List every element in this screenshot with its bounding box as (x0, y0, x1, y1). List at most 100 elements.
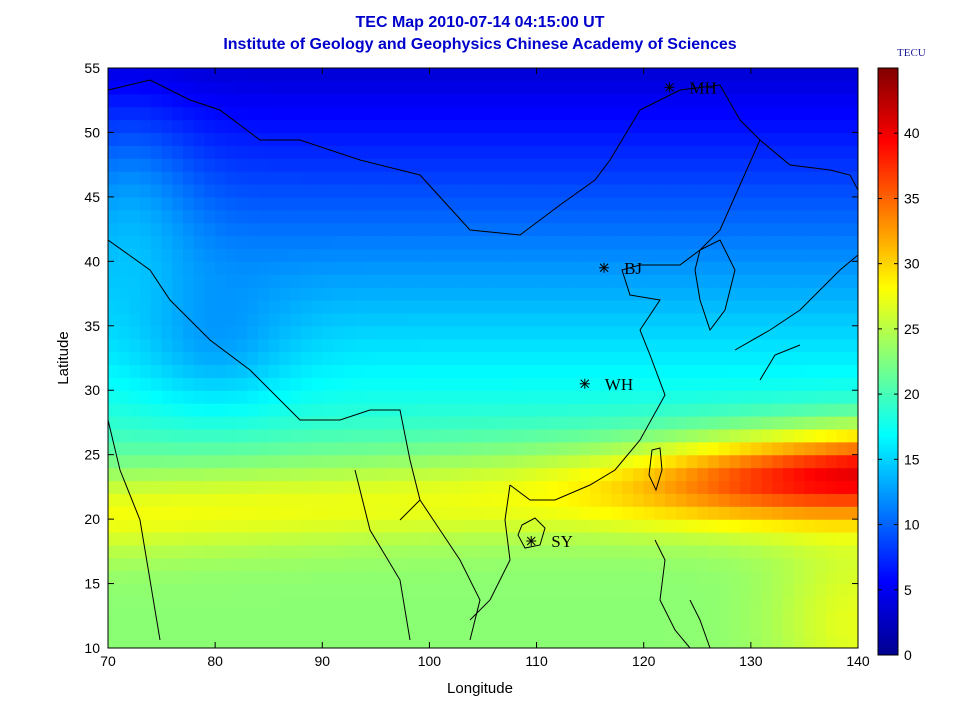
heat-cell (793, 622, 806, 636)
heat-cell (375, 441, 388, 456)
heat-cell (268, 532, 281, 546)
heat-cell (675, 416, 688, 430)
heat-cell (322, 532, 334, 546)
heat-cell (836, 519, 848, 533)
heat-cell (708, 532, 720, 546)
heat-cell (129, 377, 141, 391)
heat-cell (729, 416, 741, 430)
heat-cell (547, 209, 559, 224)
heat-cell (311, 467, 323, 482)
heat-cell (129, 145, 141, 159)
heat-cell (579, 416, 591, 430)
heat-cell (493, 248, 506, 262)
heat-cell (279, 557, 291, 572)
heat-cell (600, 532, 613, 546)
heat-cell (783, 454, 795, 469)
heat-cell (558, 467, 570, 482)
heat-cell (515, 93, 527, 108)
heat-cell (193, 635, 206, 648)
heat-cell (643, 93, 656, 108)
heat-cell (375, 312, 388, 327)
heat-cell (408, 403, 420, 417)
heat-cell (729, 480, 741, 494)
heat-cell (633, 196, 645, 211)
heat-cell (343, 557, 356, 572)
heat-cell (590, 106, 602, 121)
heat-cell (279, 428, 291, 443)
heat-cell (193, 287, 206, 301)
heat-cell (547, 377, 559, 391)
heat-cell (450, 325, 463, 340)
heat-cell (836, 377, 848, 391)
heat-cell (611, 351, 623, 366)
heat-cell (215, 506, 227, 520)
heat-cell (129, 209, 141, 224)
heat-cell (793, 261, 806, 275)
heat-cell (483, 403, 495, 417)
heat-cell (129, 364, 141, 378)
heat-cell (118, 274, 131, 288)
heat-cell (558, 171, 570, 185)
heat-cell (268, 609, 281, 623)
heat-cell (697, 351, 709, 366)
heat-cell (225, 416, 238, 430)
heat-cell (547, 480, 559, 494)
y-tick-label: 55 (84, 60, 100, 76)
heat-cell (697, 106, 709, 121)
heat-cell (686, 171, 698, 185)
heat-cell (804, 351, 816, 366)
heat-cell (450, 132, 463, 146)
heat-cell (365, 68, 377, 82)
heat-cell (172, 622, 184, 636)
heat-cell (783, 570, 795, 585)
heat-cell (815, 609, 827, 623)
heat-cell (161, 209, 173, 224)
heat-cell (461, 274, 473, 288)
heat-cell (750, 506, 763, 520)
heat-cell (750, 544, 763, 559)
heat-cell (536, 403, 548, 417)
heat-cell (450, 467, 463, 482)
heat-cell (793, 235, 806, 250)
station-label: WH (605, 375, 633, 394)
heat-cell (365, 93, 377, 108)
heat-cell (354, 209, 366, 224)
heat-cell (729, 145, 741, 159)
heat-cell (740, 222, 752, 237)
heat-cell (697, 132, 709, 146)
heat-cell (493, 351, 506, 366)
heat-cell (225, 222, 238, 237)
heat-cell (718, 300, 731, 314)
heat-cell (504, 390, 516, 404)
heat-cell (729, 441, 741, 456)
heat-cell (483, 596, 495, 610)
heat-cell (161, 287, 173, 301)
heat-cell (804, 519, 816, 533)
heat-cell (397, 506, 409, 520)
heat-cell (525, 377, 538, 391)
heat-cell (236, 532, 248, 546)
heat-cell (643, 235, 656, 250)
heat-cell (815, 261, 827, 275)
heat-cell (675, 209, 688, 224)
heat-cell (365, 106, 377, 121)
heat-cell (536, 416, 548, 430)
heat-cell (161, 428, 173, 443)
heat-cell (461, 416, 473, 430)
colorbar-tick-label: 0 (904, 647, 912, 663)
heat-cell (193, 467, 206, 482)
heat-cell (322, 351, 334, 366)
heat-cell (204, 351, 216, 366)
heat-cell (418, 93, 431, 108)
heat-cell (386, 235, 398, 250)
heat-cell (665, 403, 677, 417)
heat-cell (108, 428, 120, 443)
heat-cell (183, 454, 195, 469)
heat-cell (279, 68, 291, 82)
heat-cell (536, 287, 548, 301)
heat-cell (804, 106, 816, 121)
heat-cell (322, 145, 334, 159)
heat-cell (708, 338, 720, 353)
heat-cell (311, 557, 323, 572)
heat-cell (204, 480, 216, 494)
